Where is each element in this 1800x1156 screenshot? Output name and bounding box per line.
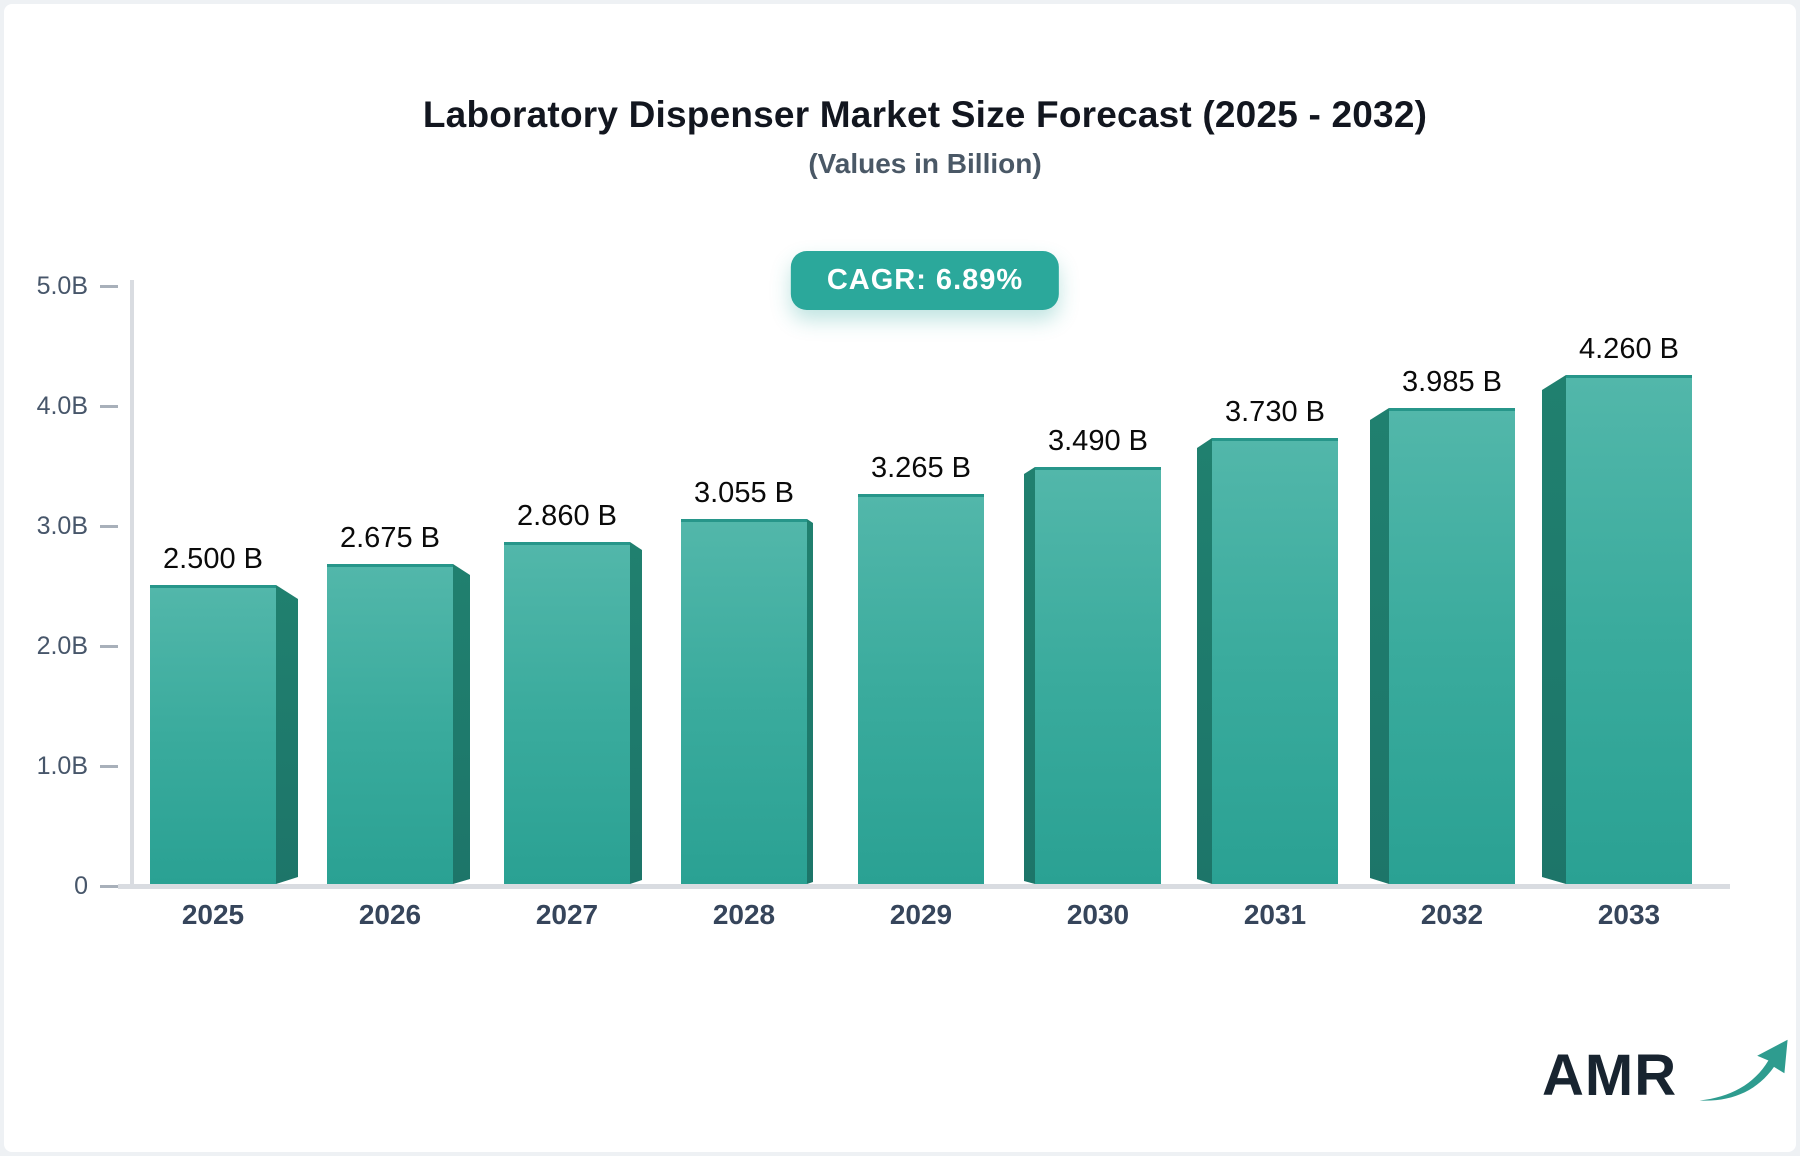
x-axis-label: 2033 <box>1597 899 1661 930</box>
x-axis-label: 2027 <box>535 899 599 930</box>
bar-front-face <box>504 542 630 884</box>
x-axis-label: 2032 <box>1420 899 1484 930</box>
y-axis-tick-label: 0 <box>74 872 88 900</box>
bar-value-label: 3.265 B <box>871 452 971 484</box>
x-axis-label: 2029 <box>889 899 953 930</box>
bar-side-face <box>1024 467 1035 884</box>
x-axis-label: 2031 <box>1243 899 1307 930</box>
x-axis-label: 2026 <box>358 899 422 930</box>
bar-front-face <box>858 494 984 884</box>
bar-2032[interactable] <box>1370 408 1515 884</box>
bar-front-face <box>1035 467 1161 884</box>
growth-arrow-icon <box>1698 1038 1794 1112</box>
bar-2031[interactable] <box>1197 438 1338 884</box>
y-axis-tick-mark <box>100 525 118 528</box>
y-axis-tick-mark <box>100 885 118 888</box>
amr-logo-text: AMR <box>1542 1043 1678 1108</box>
x-axis-label: 2025 <box>181 899 245 930</box>
bar-side-face <box>1197 438 1212 884</box>
bar-front-face <box>1212 438 1338 884</box>
bar-front-face <box>1566 375 1692 884</box>
y-axis-tick-label: 1.0B <box>36 752 88 780</box>
bar-2025[interactable] <box>150 585 298 884</box>
y-axis-tick-label: 4.0B <box>36 392 88 420</box>
amr-logo[interactable]: AMR <box>1542 1038 1788 1118</box>
bar-2030[interactable] <box>1024 467 1161 884</box>
bar-value-label: 4.260 B <box>1579 333 1679 365</box>
bar-value-label: 3.985 B <box>1402 366 1502 398</box>
y-axis-line <box>130 280 134 889</box>
chart-subtitle: (Values in Billion) <box>808 148 1042 179</box>
y-axis-tick-label: 2.0B <box>36 632 88 660</box>
bar-side-face <box>1370 408 1389 884</box>
bar-2026[interactable] <box>327 564 470 884</box>
bar-value-label: 2.860 B <box>517 500 617 532</box>
bar-2027[interactable] <box>504 542 642 884</box>
bar-side-face <box>807 519 813 884</box>
bar-value-label: 3.730 B <box>1225 396 1325 428</box>
y-axis-tick-label: 3.0B <box>36 512 88 540</box>
cagr-badge: CAGR: 6.89% <box>790 251 1060 310</box>
y-axis-tick-label: 5.0B <box>36 272 88 300</box>
bar-value-label: 3.055 B <box>694 477 794 509</box>
bar-front-face <box>327 564 453 884</box>
bar-side-face <box>276 585 298 884</box>
bar-value-label: 3.490 B <box>1048 425 1148 457</box>
bar-2029[interactable] <box>858 494 984 884</box>
y-axis-tick-mark <box>100 765 118 768</box>
bar-side-face <box>1542 375 1566 884</box>
x-axis-label: 2030 <box>1066 899 1130 930</box>
x-axis-label: 2028 <box>712 899 776 930</box>
bar-value-label: 2.500 B <box>163 543 263 575</box>
x-axis-line <box>118 884 1730 889</box>
bar-front-face <box>681 519 807 884</box>
y-axis-tick-mark <box>100 285 118 288</box>
bar-side-face <box>453 564 470 884</box>
y-axis-tick-mark <box>100 645 118 648</box>
bar-2028[interactable] <box>681 519 813 884</box>
bar-front-face <box>150 585 276 884</box>
bar-2033[interactable] <box>1542 375 1692 884</box>
bar-side-face <box>630 542 642 884</box>
bar-value-label: 2.675 B <box>340 522 440 554</box>
chart-title: Laboratory Dispenser Market Size Forecas… <box>422 94 1428 135</box>
y-axis-tick-mark <box>100 405 118 408</box>
bar-front-face <box>1389 408 1515 884</box>
